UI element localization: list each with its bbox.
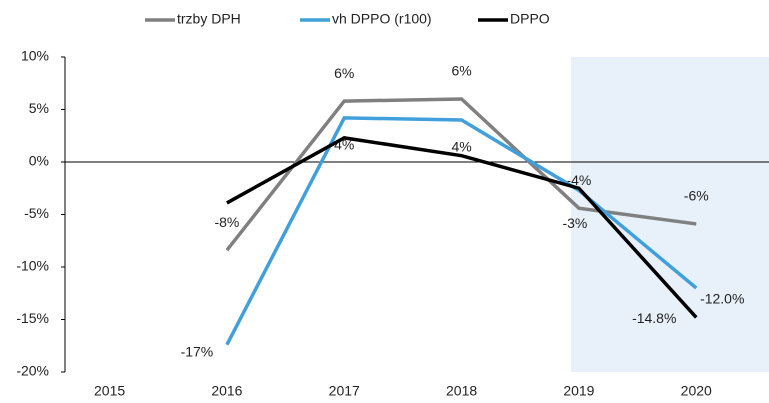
legend-label: vh DPPO (r100) (332, 11, 432, 27)
series-line (226, 136, 698, 319)
data-label: -14.8% (632, 310, 676, 326)
x-tick-label: 2020 (681, 383, 712, 399)
y-tick-label: -10% (16, 258, 49, 274)
x-tick-label: 2017 (329, 383, 360, 399)
y-tick-label: -5% (24, 205, 49, 221)
data-label: -3% (562, 215, 587, 231)
series-line (225, 97, 697, 252)
series-line (225, 116, 698, 346)
y-tick-label: 5% (29, 100, 49, 116)
data-label: -8% (214, 214, 239, 230)
x-tick-label: 2016 (211, 383, 242, 399)
data-label: -17% (181, 343, 214, 359)
data-label: -6% (684, 188, 709, 204)
y-tick-label: -20% (16, 363, 49, 379)
x-tick-label: 2015 (94, 383, 125, 399)
legend-label: trzby DPH (177, 11, 241, 27)
data-label: 6% (334, 65, 354, 81)
y-tick-label: 10% (21, 48, 49, 64)
y-tick-label: -15% (16, 310, 49, 326)
data-label: 6% (451, 63, 471, 79)
data-label: -4% (566, 172, 591, 188)
data-label: 4% (451, 139, 471, 155)
legend-label: DPPO (510, 11, 550, 27)
data-label: -12.0% (700, 291, 744, 307)
x-tick-label: 2018 (446, 383, 477, 399)
x-tick-label: 2019 (563, 383, 594, 399)
y-tick-label: 0% (29, 153, 49, 169)
